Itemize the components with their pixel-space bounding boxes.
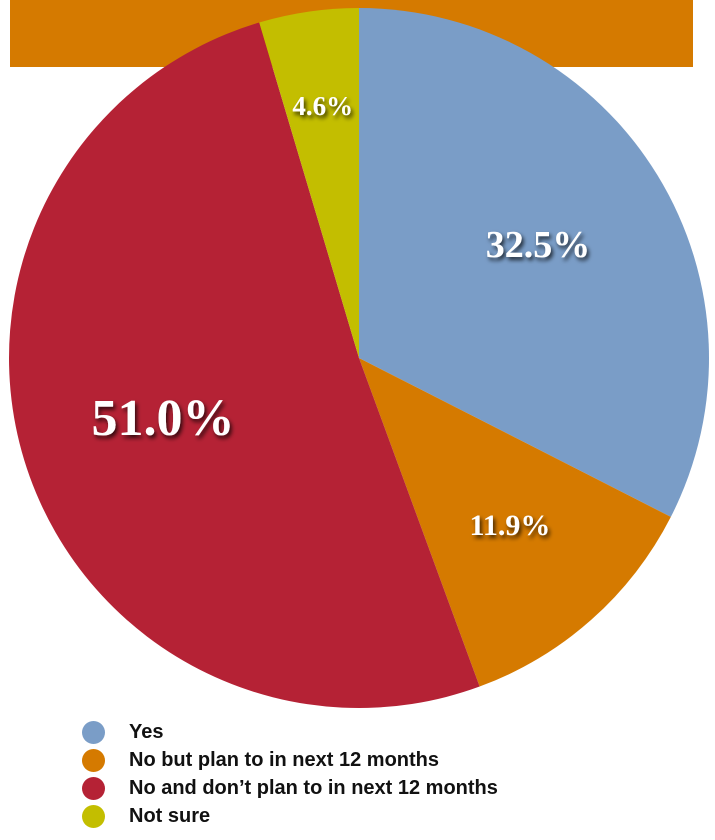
legend-label-no-and-dont-plan: No and don’t plan to in next 12 months bbox=[129, 776, 498, 799]
legend-swatch-no-but-plan bbox=[82, 748, 105, 772]
legend-item-not-sure: Not sure bbox=[82, 802, 498, 830]
pie-slice-not-sure bbox=[259, 8, 359, 358]
legend-item-yes: Yes bbox=[82, 718, 498, 746]
data-label-no-and-don-t-plan-to-in-next-12-months: 51.0% bbox=[92, 390, 235, 447]
pie-slice-yes bbox=[359, 8, 709, 517]
legend-swatch-yes bbox=[82, 720, 105, 744]
legend-item-no-but-plan: No but plan to in next 12 months bbox=[82, 746, 498, 774]
pie-slice-no-and-don-t-plan-to-in-next-12-months bbox=[8, 22, 480, 709]
legend-swatch-not-sure bbox=[82, 804, 105, 828]
data-label-not-sure: 4.6% bbox=[292, 91, 353, 121]
data-label-yes: 32.5% bbox=[486, 224, 591, 266]
legend-swatch-no-and-dont-plan bbox=[82, 776, 105, 800]
legend: Yes No but plan to in next 12 months No … bbox=[82, 718, 498, 830]
legend-label-yes: Yes bbox=[129, 720, 164, 743]
pie-chart: 32.5% 11.9% 51.0% 4.6% bbox=[8, 8, 709, 709]
legend-label-no-but-plan: No but plan to in next 12 months bbox=[129, 748, 439, 771]
legend-label-not-sure: Not sure bbox=[129, 804, 211, 827]
legend-item-no-and-dont-plan: No and don’t plan to in next 12 months bbox=[82, 774, 498, 802]
pie-data-labels: 32.5% 11.9% 51.0% 4.6% bbox=[92, 91, 591, 542]
pie-slices bbox=[8, 8, 709, 709]
pie-slice-no-but-plan-to-in-next-12-months bbox=[359, 358, 671, 687]
data-label-no-but-plan-to-in-next-12-months: 11.9% bbox=[470, 509, 551, 542]
